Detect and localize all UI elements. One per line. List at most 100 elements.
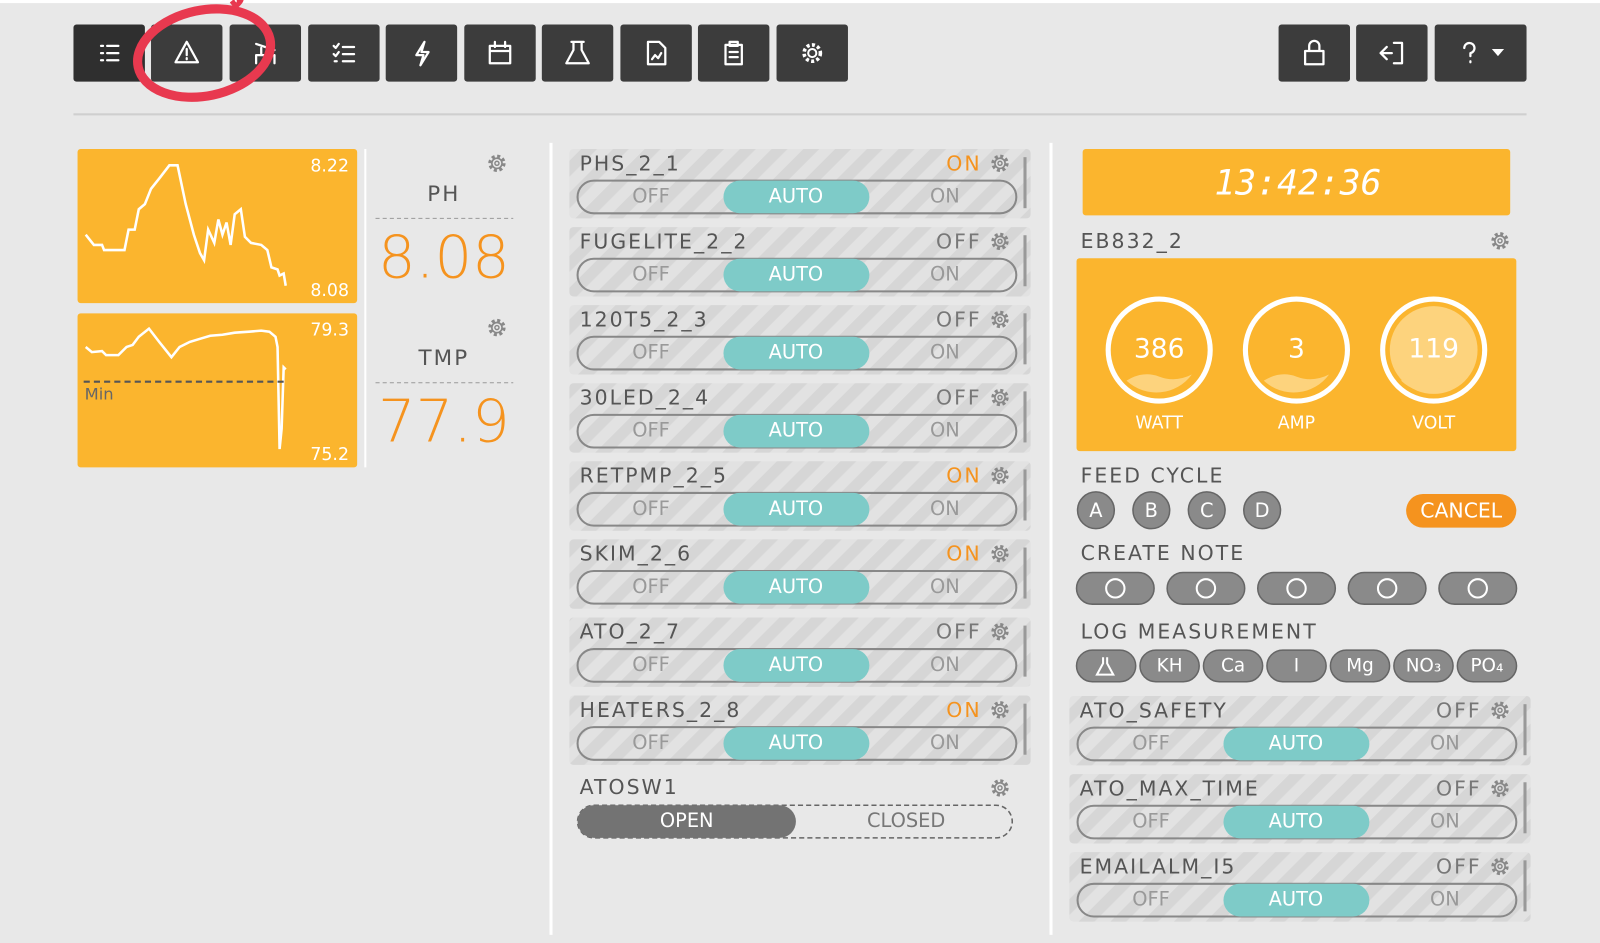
help-icon xyxy=(1463,41,1476,64)
note-icon xyxy=(1376,578,1398,599)
measure-button[interactable] xyxy=(1456,649,1518,683)
probe-name: TMP xyxy=(418,346,470,371)
note-button[interactable] xyxy=(1075,571,1155,605)
measure-label: I xyxy=(1294,655,1299,676)
settings-button[interactable] xyxy=(776,24,848,82)
toggle-off: OFF xyxy=(632,497,670,520)
toggle-auto: AUTO xyxy=(769,731,824,754)
test-button[interactable] xyxy=(541,24,614,82)
note-button[interactable] xyxy=(1347,571,1427,605)
toggle-auto: AUTO xyxy=(769,341,824,364)
toggle-auto: AUTO xyxy=(769,263,824,286)
top-edge xyxy=(0,0,1600,4)
calendar-button[interactable] xyxy=(464,24,536,82)
measure-button[interactable] xyxy=(1075,649,1137,683)
toggle-on: ON xyxy=(930,653,960,676)
scroll-bar xyxy=(1023,625,1027,677)
probe-chart-min: 8.08 xyxy=(310,281,349,301)
feed-button[interactable] xyxy=(1187,491,1226,530)
auto-highlight xyxy=(723,492,870,526)
outlet-name: ATO_MAX_TIME xyxy=(1080,776,1260,801)
outlet-state: OFF xyxy=(936,229,982,253)
measure-label: Ca xyxy=(1221,655,1245,676)
measure-label: PO₄ xyxy=(1470,655,1503,676)
toolbar xyxy=(73,24,1527,82)
auto-highlight xyxy=(723,180,870,214)
toggle-on: ON xyxy=(1430,810,1460,833)
toggle-off: OFF xyxy=(632,731,670,754)
measure-button[interactable] xyxy=(1266,649,1327,683)
feed-button[interactable] xyxy=(1076,491,1116,530)
switch-name: ATOSW1 xyxy=(580,775,679,799)
toggle-auto: AUTO xyxy=(769,184,824,207)
toggle-on: ON xyxy=(930,184,960,207)
tmp-chart-tile xyxy=(77,313,358,468)
gauge-wave xyxy=(1126,374,1192,393)
help-button[interactable] xyxy=(1434,24,1527,82)
toggle-off: OFF xyxy=(632,184,670,207)
outlet-name: 120T5_2_3 xyxy=(580,307,709,332)
auto-highlight xyxy=(1223,883,1370,917)
outlet-state: ON xyxy=(946,542,981,566)
feed-button[interactable] xyxy=(1243,491,1282,530)
monitor-name: EB832_2 xyxy=(1081,229,1184,254)
toggle-on: ON xyxy=(930,341,960,364)
report-button[interactable] xyxy=(620,24,692,82)
scroll-bar xyxy=(1523,860,1527,912)
feed-label: C xyxy=(1200,499,1214,522)
outlet-state: ON xyxy=(946,151,981,175)
scroll-bar xyxy=(1023,703,1027,755)
toggle-on: ON xyxy=(930,497,960,520)
auto-highlight xyxy=(723,727,870,760)
note-icon xyxy=(1467,578,1488,599)
toggle-auto: AUTO xyxy=(769,419,824,442)
toggle-auto: AUTO xyxy=(769,575,824,598)
probe-value: 77.9 xyxy=(378,387,510,456)
toggle-off: OFF xyxy=(632,419,670,442)
probe-value: 8.08 xyxy=(378,222,510,291)
toggle-off: OFF xyxy=(632,341,670,364)
note-button[interactable] xyxy=(1256,571,1337,605)
gauge-value: 386 xyxy=(1134,334,1185,365)
outlet-state: OFF xyxy=(1436,776,1482,800)
outlet-name: SKIM_2_6 xyxy=(580,542,693,567)
scroll-bar xyxy=(1523,704,1527,756)
probe-chart-max: 8.22 xyxy=(310,156,349,176)
note-button[interactable] xyxy=(1438,571,1518,605)
feed-button[interactable] xyxy=(1132,491,1171,530)
toggle-off: OFF xyxy=(1132,888,1170,911)
lock-button[interactable] xyxy=(1278,24,1350,82)
switch-open-label: OPEN xyxy=(660,809,714,832)
cancel-button[interactable] xyxy=(1406,493,1517,528)
toggle-on: ON xyxy=(930,575,960,598)
probe-chart-max: 79.3 xyxy=(310,321,349,341)
auto-highlight xyxy=(723,414,870,448)
list-icon xyxy=(99,44,120,62)
outlet-state: OFF xyxy=(1436,698,1482,722)
measure-button[interactable] xyxy=(1139,649,1200,683)
toggle-auto: AUTO xyxy=(769,653,824,676)
auto-highlight xyxy=(723,571,870,604)
flask-icon xyxy=(565,40,590,65)
note-button[interactable] xyxy=(1166,571,1246,605)
outlet-state: OFF xyxy=(936,386,982,410)
gauge-value: 119 xyxy=(1408,334,1459,365)
measure-button[interactable] xyxy=(1393,649,1454,683)
auto-highlight xyxy=(723,336,870,370)
gauge-label: VOLT xyxy=(1412,414,1455,434)
outlet-name: ATO_SAFETY xyxy=(1080,698,1228,723)
gauge-ring xyxy=(1105,296,1213,404)
gauge-label: WATT xyxy=(1135,414,1183,434)
toggle-auto: AUTO xyxy=(1269,888,1324,911)
measure-button[interactable] xyxy=(1202,649,1264,683)
report-icon xyxy=(646,40,667,66)
toggle-on: ON xyxy=(1430,731,1460,754)
toggle-auto: AUTO xyxy=(1269,810,1324,833)
toggle-on: ON xyxy=(930,419,960,442)
measure-button[interactable] xyxy=(1329,649,1391,683)
outlet-name: ATO_2_7 xyxy=(580,620,681,645)
scroll-bar xyxy=(1023,313,1027,365)
outlet-state: OFF xyxy=(1436,854,1482,878)
scroll-bar xyxy=(1523,782,1527,834)
